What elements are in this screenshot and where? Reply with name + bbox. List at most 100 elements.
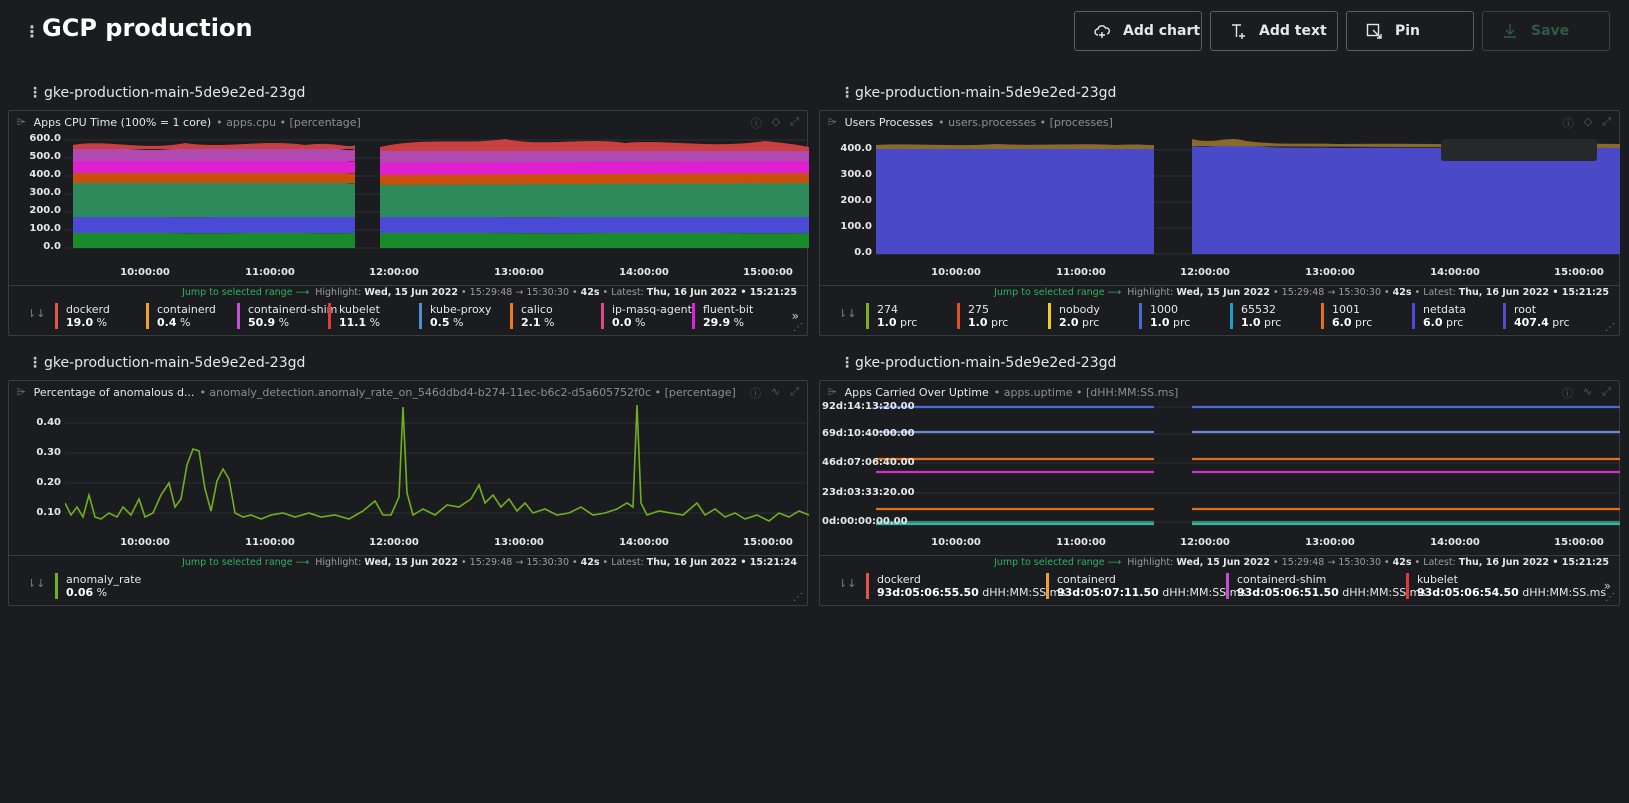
legend-item-value: 11.1 bbox=[339, 316, 367, 329]
info-icon[interactable]: ⓘ bbox=[1562, 117, 1574, 130]
y-tick: 100.0 bbox=[29, 223, 61, 234]
card-menu-icon[interactable]: ⋮ bbox=[840, 355, 854, 371]
legend-item[interactable]: kubelet 93d:05:06:54.50 dHH:MM:SS.ms bbox=[1406, 573, 1606, 599]
save-button[interactable]: Save bbox=[1482, 11, 1610, 51]
legend-item-unit: % bbox=[96, 316, 108, 329]
legend-item[interactable]: containerd 93d:05:07:11.50 dHH:MM:SS.ms bbox=[1046, 573, 1246, 599]
jump-to-range-link[interactable]: Jump to selected range ⟶ bbox=[994, 557, 1122, 568]
info-icon[interactable]: ⓘ bbox=[750, 117, 762, 130]
dashboard-header: ⋮ GCP production Add chart Add text Pin … bbox=[0, 0, 1629, 64]
legend-item-value: 1.0 bbox=[968, 316, 988, 329]
expand-icon[interactable]: ⤢ bbox=[1602, 115, 1611, 128]
legend-item-value: 0.5 bbox=[430, 316, 450, 329]
legend-item[interactable]: kubelet 11.1 % bbox=[328, 303, 380, 329]
legend-item-unit: % bbox=[635, 316, 646, 329]
legend-item-name: dockerd bbox=[877, 573, 921, 586]
chart-info-bar: Jump to selected range ⟶ Highlight: Wed,… bbox=[182, 557, 797, 568]
jump-to-range-link[interactable]: Jump to selected range ⟶ bbox=[182, 287, 310, 298]
chart-context: • apps.cpu • [percentage] bbox=[216, 115, 361, 129]
chart-type-icon[interactable]: ◇ bbox=[771, 115, 781, 128]
info-icon[interactable]: ⓘ bbox=[1561, 387, 1573, 400]
chart-info-bar: Jump to selected range ⟶ Highlight: Wed,… bbox=[994, 287, 1609, 298]
legend-item-name: dockerd bbox=[66, 303, 110, 316]
plot-area[interactable] bbox=[876, 133, 1620, 263]
legend-item-value: 0.0 bbox=[612, 316, 632, 329]
sort-icon[interactable]: ⇂↓ bbox=[27, 577, 46, 590]
legend-item-unit: % bbox=[180, 316, 191, 329]
sort-icon[interactable]: ⇂↓ bbox=[838, 577, 857, 590]
plot-area[interactable] bbox=[64, 403, 810, 533]
x-tick: 14:00:00 bbox=[1430, 267, 1480, 278]
expand-icon[interactable]: ⤢ bbox=[790, 115, 799, 128]
legend-item[interactable]: 275 1.0 prc bbox=[957, 303, 1008, 329]
legend-item[interactable]: ip-masq-agent 0.0 % bbox=[601, 303, 692, 329]
x-tick: 10:00:00 bbox=[120, 537, 170, 548]
legend-item[interactable]: fluent-bit 29.9 % bbox=[692, 303, 753, 329]
tag-icon: ⌲ bbox=[17, 385, 26, 398]
sort-icon[interactable]: ⇂↓ bbox=[838, 307, 857, 320]
plot-area[interactable] bbox=[876, 403, 1620, 533]
chart-type-icon[interactable]: ◇ bbox=[1583, 115, 1593, 128]
x-tick: 13:00:00 bbox=[1305, 267, 1355, 278]
legend-item[interactable]: 1000 1.0 prc bbox=[1139, 303, 1190, 329]
legend-item-unit: prc bbox=[1552, 316, 1570, 329]
legend-item[interactable]: containerd 0.4 % bbox=[146, 303, 216, 329]
chart-panel-apps-uptime: ⌲ Apps Carried Over Uptime • apps.uptime… bbox=[819, 380, 1620, 606]
legend-more-icon[interactable]: » bbox=[1603, 579, 1611, 593]
legend-item[interactable]: containerd-shim 93d:05:06:51.50 dHH:MM:SS… bbox=[1226, 573, 1426, 599]
legend-item-name: anomaly_rate bbox=[66, 573, 142, 586]
x-tick: 15:00:00 bbox=[743, 267, 793, 278]
legend-item[interactable]: dockerd 19.0 % bbox=[55, 303, 110, 329]
legend-item-unit: prc bbox=[1355, 316, 1373, 329]
legend-item[interactable]: 274 1.0 prc bbox=[866, 303, 917, 329]
y-tick: 300.0 bbox=[840, 169, 872, 180]
legend-item-name: 1000 bbox=[1150, 303, 1178, 316]
legend-item[interactable]: calico 2.1 % bbox=[510, 303, 554, 329]
y-tick: 200.0 bbox=[29, 205, 61, 216]
legend-item[interactable]: root 407.4 prc bbox=[1503, 303, 1570, 329]
legend-item[interactable]: kube-proxy 0.5 % bbox=[419, 303, 491, 329]
y-tick: 0.40 bbox=[36, 417, 61, 428]
legend-item[interactable]: nobody 2.0 prc bbox=[1048, 303, 1100, 329]
legend-item[interactable]: containerd-shim 50.9 % bbox=[237, 303, 337, 329]
y-tick: 300.0 bbox=[29, 187, 61, 198]
legend-item-unit: % bbox=[453, 316, 464, 329]
jump-to-range-link[interactable]: Jump to selected range ⟶ bbox=[182, 557, 310, 568]
y-tick: 0.30 bbox=[36, 447, 61, 458]
legend-item[interactable]: 65532 1.0 prc bbox=[1230, 303, 1281, 329]
sort-icon[interactable]: ⇂↓ bbox=[27, 307, 46, 320]
legend-more-icon[interactable]: » bbox=[791, 309, 799, 323]
card-menu-icon[interactable]: ⋮ bbox=[28, 355, 42, 371]
chart-header: ⌲ Percentage of anomalous d... • anomaly… bbox=[9, 381, 807, 403]
resize-handle-icon[interactable]: ⋰ bbox=[793, 322, 803, 333]
card-title: gke-production-main-5de9e2ed-23gd bbox=[44, 355, 306, 371]
resize-handle-icon[interactable]: ⋰ bbox=[1605, 322, 1615, 333]
chart-type-icon[interactable]: ∿ bbox=[1582, 385, 1593, 398]
legend-item[interactable]: 1001 6.0 prc bbox=[1321, 303, 1372, 329]
plot-area[interactable] bbox=[65, 133, 809, 263]
legend-item[interactable]: dockerd 93d:05:06:55.50 dHH:MM:SS.ms bbox=[866, 573, 1066, 599]
pin-button[interactable]: Pin bbox=[1346, 11, 1474, 51]
jump-to-range-link[interactable]: Jump to selected range ⟶ bbox=[994, 287, 1122, 298]
expand-icon[interactable]: ⤢ bbox=[1602, 385, 1611, 398]
add-chart-button[interactable]: Add chart bbox=[1074, 11, 1202, 51]
expand-icon[interactable]: ⤢ bbox=[790, 385, 799, 398]
x-tick: 10:00:00 bbox=[931, 537, 981, 548]
resize-handle-icon[interactable]: ⋰ bbox=[793, 592, 803, 603]
legend-item[interactable]: netdata 6.0 prc bbox=[1412, 303, 1466, 329]
legend-item-value: 0.4 bbox=[157, 316, 177, 329]
legend-item-name: fluent-bit bbox=[703, 303, 754, 316]
chart-panel-apps-cpu: ⌲ Apps CPU Time (100% = 1 core) • apps.c… bbox=[8, 110, 809, 336]
legend-item-value: 2.1 bbox=[521, 316, 541, 329]
chart-type-icon[interactable]: ∿ bbox=[770, 385, 781, 398]
info-icon[interactable]: ⓘ bbox=[749, 387, 761, 400]
add-text-button[interactable]: Add text bbox=[1210, 11, 1338, 51]
chart-legend: ⇂↓ dockerd 19.0 % containerd 0.4 % container… bbox=[9, 301, 807, 333]
download-icon bbox=[1504, 24, 1516, 38]
legend-item[interactable]: anomaly_rate 0.06 % bbox=[55, 573, 141, 599]
card-menu-icon[interactable]: ⋮ bbox=[28, 85, 42, 101]
resize-handle-icon[interactable]: ⋰ bbox=[1605, 592, 1615, 603]
dashboard-menu-icon[interactable]: ⋮ bbox=[24, 22, 40, 41]
card-menu-icon[interactable]: ⋮ bbox=[840, 85, 854, 101]
y-tick: 500.0 bbox=[29, 151, 61, 162]
